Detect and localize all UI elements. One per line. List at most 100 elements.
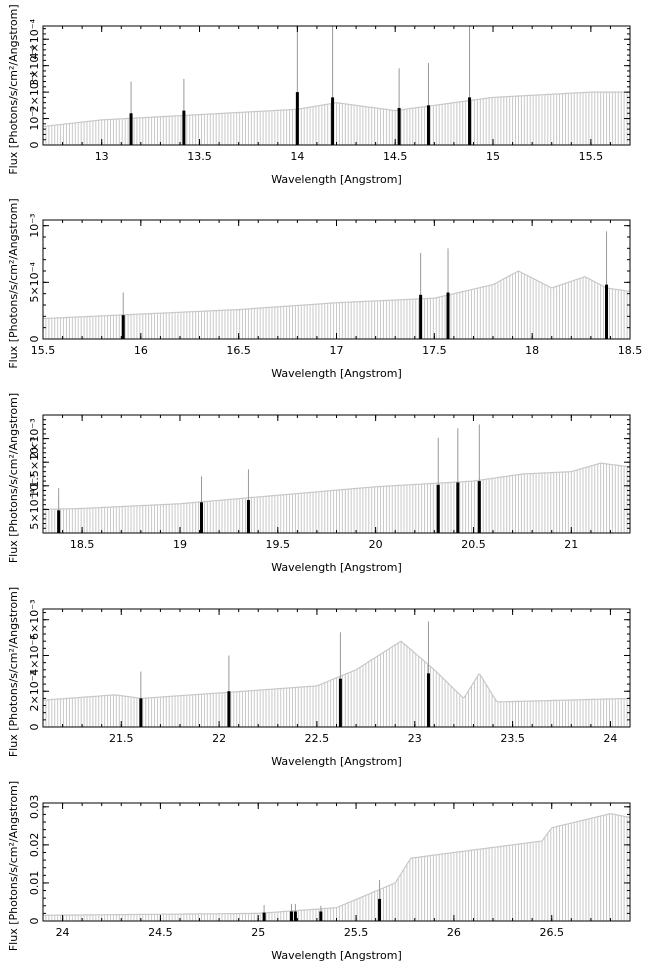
x-tick-label: 18: [525, 344, 539, 357]
x-tick-label: 20: [369, 538, 383, 551]
x-tick-label: 16: [134, 344, 148, 357]
emission-line-bar: [468, 97, 472, 145]
emission-line-bar: [289, 911, 293, 921]
x-tick-label: 14.5: [383, 150, 408, 163]
emission-line-bar: [331, 97, 335, 145]
x-tick-label: 17.5: [422, 344, 447, 357]
emission-line-bar: [426, 105, 430, 145]
continuum-outline: [42, 270, 631, 320]
emission-line-bar: [139, 698, 143, 727]
y-tick-label: 10⁻³: [28, 474, 41, 498]
continuum-outline: [42, 91, 630, 128]
x-tick-label: 21: [564, 538, 578, 551]
x-tick-label: 18.5: [618, 344, 643, 357]
y-axis-title: Flux [Photons/s/cm²/Angstrom]: [7, 4, 20, 174]
x-tick-label: 24.5: [148, 926, 173, 939]
y-tick-label: 5×10⁻⁴: [28, 262, 41, 303]
x-tick-label: 26: [447, 926, 461, 939]
continuum-comb: [42, 641, 631, 727]
x-tick-label: 25.5: [344, 926, 369, 939]
emission-line-bar: [199, 502, 203, 533]
emission-line-bar: [338, 678, 342, 727]
y-axis-title: Flux [Photons/s/cm²/Angstrom]: [7, 393, 20, 563]
x-tick-label: 24: [56, 926, 70, 939]
x-tick-label: 24: [603, 732, 617, 745]
continuum-comb: [42, 271, 631, 339]
x-tick-label: 17: [330, 344, 344, 357]
chart-panel-5: 24 24.5 25 25.5 26 26.5 0 0.01 0.02 0.03 Wavelengt…: [7, 781, 631, 962]
y-tick-label: 2×10⁻⁴: [28, 71, 41, 112]
x-tick-label: 25: [251, 926, 265, 939]
x-tick-label: 19: [173, 538, 187, 551]
emission-line-bar: [397, 107, 401, 145]
emission-line-bar: [477, 481, 481, 533]
y-tick-label: 0.03: [28, 795, 41, 820]
emission-line-bar: [378, 898, 382, 921]
x-axis-title: Wavelength [Angstrom]: [271, 173, 402, 186]
emission-line-bar: [295, 92, 299, 145]
y-axis-title: Flux [Photons/s/cm²/Angstrom]: [7, 198, 20, 368]
y-tick-label: 10⁻³: [28, 214, 41, 238]
y-axis-title: Flux [Photons/s/cm²/Angstrom]: [7, 587, 20, 757]
y-tick-label: 0: [28, 724, 41, 731]
emission-line-bar: [456, 482, 460, 533]
y-tick-label: 5×10⁻⁴: [28, 489, 41, 530]
y-axis-title: Flux [Photons/s/cm²/Angstrom]: [7, 781, 20, 951]
x-tick-label: 16.5: [226, 344, 251, 357]
y-tick-label: 4×10⁻³: [28, 635, 41, 675]
continuum-outline: [43, 462, 631, 510]
y-tick-label: 0.01: [28, 871, 41, 896]
x-tick-label: 19.5: [266, 538, 291, 551]
x-tick-label: 15.5: [579, 150, 604, 163]
x-tick-label: 13.5: [187, 150, 212, 163]
x-tick-label: 23.5: [500, 732, 525, 745]
emission-line-bar: [182, 110, 186, 145]
continuum-outline: [43, 813, 631, 916]
y-tick-label: 0.02: [28, 833, 41, 858]
x-tick-label: 18.5: [70, 538, 95, 551]
y-tick-label: 3×10⁻⁴: [28, 45, 41, 86]
x-tick-label: 23: [408, 732, 422, 745]
x-tick-label: 15.5: [31, 344, 56, 357]
y-tick-label: 2×10⁻³: [28, 418, 41, 458]
x-axis-title: Wavelength [Angstrom]: [271, 561, 402, 574]
x-tick-label: 13: [95, 150, 109, 163]
y-tick-label: 0: [28, 336, 41, 343]
chart-panel-3: 18.5 19 19.5 20 20.5 21 5×10⁻⁴10⁻³1.5×10⁻³2×10…: [7, 393, 631, 574]
emission-line-bar: [246, 499, 250, 533]
emission-line-bar: [129, 113, 133, 145]
y-tick-label: 2×10⁻³: [28, 671, 41, 711]
x-axis-title: Wavelength [Angstrom]: [271, 755, 402, 768]
x-axis-title: Wavelength [Angstrom]: [271, 949, 402, 962]
y-tick-label: 0: [28, 918, 41, 925]
x-axis-title: Wavelength [Angstrom]: [271, 367, 402, 380]
emission-line-bar: [121, 315, 125, 339]
x-tick-label: 14: [290, 150, 304, 163]
emission-line-bar: [436, 484, 440, 533]
emission-line-bar: [446, 292, 450, 339]
x-tick-label: 15: [486, 150, 500, 163]
continuum-comb: [42, 92, 631, 145]
x-tick-label: 21.5: [109, 732, 134, 745]
chart-panel-2: 15.5 16 16.5 17 17.5 18 18.5 0 5×10⁻⁴ 10⁻³ Wavelen…: [7, 198, 642, 380]
emission-line-bar: [262, 912, 266, 921]
emission-line-bar: [419, 294, 423, 339]
y-tick-label: 4×10⁻⁴: [28, 18, 41, 59]
y-tick-label: 6×10⁻³: [28, 600, 41, 640]
emission-line-bar: [319, 911, 323, 921]
continuum-comb: [42, 813, 631, 921]
y-tick-label: 1.5×10⁻³: [28, 437, 41, 488]
chart-panel-4: 21.5 22 22.5 23 23.5 24 0 2×10⁻³4×10⁻³6×10⁻³ Wav…: [7, 587, 631, 768]
emission-line-bar: [57, 510, 61, 533]
emission-line-bar: [605, 284, 609, 339]
x-tick-label: 22: [212, 732, 226, 745]
emission-line-bar: [426, 673, 430, 727]
emission-line-bar: [293, 911, 297, 921]
x-tick-label: 26.5: [539, 926, 564, 939]
y-tick-label: 0: [28, 142, 41, 149]
x-tick-label: 20.5: [461, 538, 486, 551]
y-tick-label: 10⁻⁴: [28, 106, 41, 131]
x-tick-label: 22.5: [305, 732, 330, 745]
